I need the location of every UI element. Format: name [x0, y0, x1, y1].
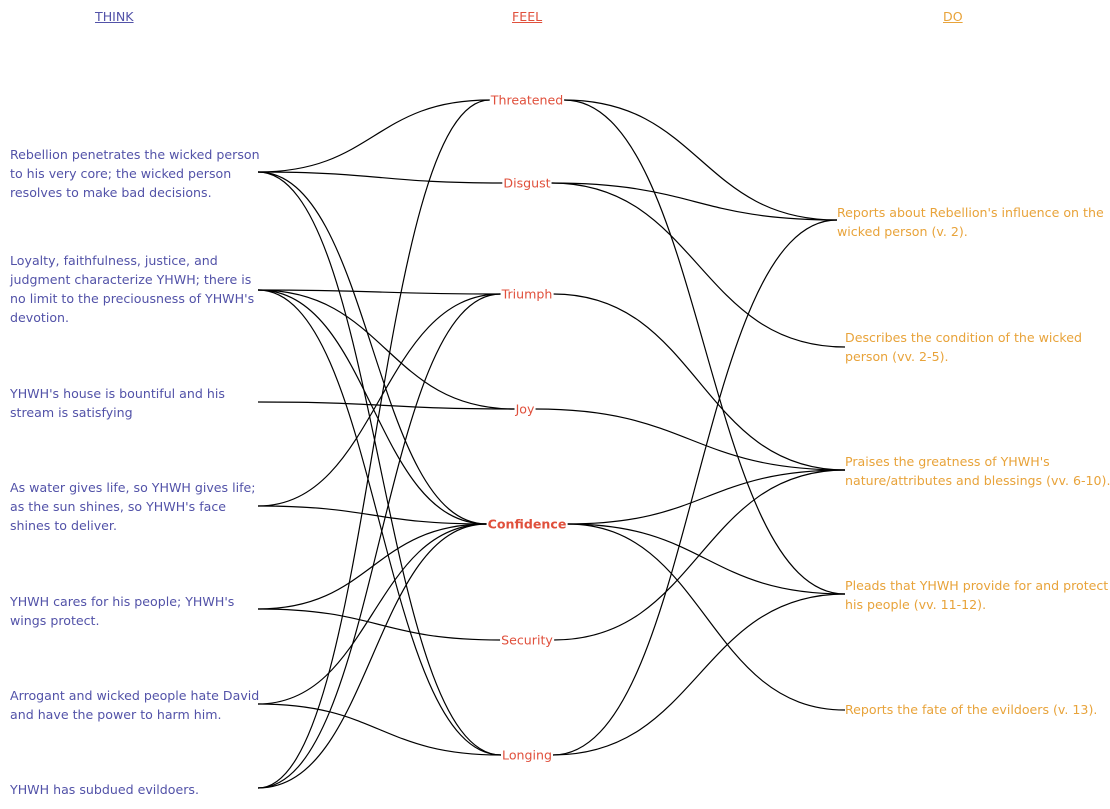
- feel-do-link: [567, 523, 846, 595]
- feel-node-threatened: Threatened: [489, 92, 565, 108]
- feel-do-link: [552, 593, 846, 756]
- think-feel-link: [257, 99, 490, 173]
- feel-do-link: [552, 219, 838, 756]
- think-feel-link: [257, 289, 515, 410]
- feel-node-longing: Longing: [501, 747, 553, 763]
- do-header: DO: [943, 9, 963, 24]
- think-feel-link: [257, 171, 502, 756]
- think-header: THINK: [95, 9, 134, 24]
- think-feel-link: [257, 171, 503, 184]
- think-feel-link: [257, 401, 515, 410]
- think-feel-link: [257, 289, 502, 756]
- feel-do-link: [567, 523, 846, 711]
- think-node: YHWH cares for his people; YHWH's wings …: [10, 594, 235, 628]
- think-node: As water gives life, so YHWH gives life;…: [10, 480, 256, 533]
- feel-do-link: [567, 469, 846, 525]
- think-node: Rebellion penetrates the wicked person t…: [10, 147, 260, 200]
- think-node: YHWH's house is bountiful and his stream…: [10, 386, 225, 420]
- do-node: Reports the fate of the evildoers (v. 13…: [845, 702, 1098, 717]
- do-node: Reports about Rebellion's influence on t…: [837, 205, 1104, 239]
- do-node: Pleads that YHWH provide for and protect…: [845, 578, 1109, 612]
- think-feel-link: [257, 703, 502, 756]
- do-node: Praises the greatness of YHWH's nature/a…: [845, 454, 1110, 488]
- think-feel-link: [257, 289, 487, 525]
- think-node: Loyalty, faithfulness, justice, and judg…: [10, 253, 255, 325]
- feel-do-link: [564, 99, 838, 221]
- think-feel-link: [257, 289, 501, 295]
- feel-do-link: [553, 469, 846, 641]
- feel-do-link: [553, 293, 846, 471]
- think-feel-link: [257, 523, 487, 610]
- think-node: YHWH has subdued evildoers.: [10, 782, 199, 797]
- feel-do-link: [564, 99, 846, 595]
- think-feel-link: [257, 523, 487, 705]
- feel-do-link: [535, 408, 846, 471]
- feel-node-joy: Joy: [514, 401, 536, 417]
- feel-node-disgust: Disgust: [502, 175, 552, 191]
- feel-do-link: [551, 182, 846, 348]
- think-feel-link: [257, 293, 501, 789]
- do-node: Describes the condition of the wicked pe…: [845, 330, 1082, 364]
- think-node: Arrogant and wicked people hate David an…: [10, 688, 260, 722]
- feel-node-security: Security: [500, 632, 554, 648]
- think-feel-link: [257, 99, 490, 789]
- feel-node-triumph: Triumph: [500, 286, 554, 302]
- think-feel-link: [257, 293, 501, 507]
- think-feel-link: [257, 171, 487, 525]
- feel-do-link: [551, 182, 838, 221]
- feel-node-confidence: Confidence: [486, 516, 568, 532]
- think-feel-link: [257, 505, 487, 525]
- think-feel-link: [257, 523, 487, 789]
- feel-header: FEEL: [512, 9, 543, 24]
- think-feel-link: [257, 608, 501, 641]
